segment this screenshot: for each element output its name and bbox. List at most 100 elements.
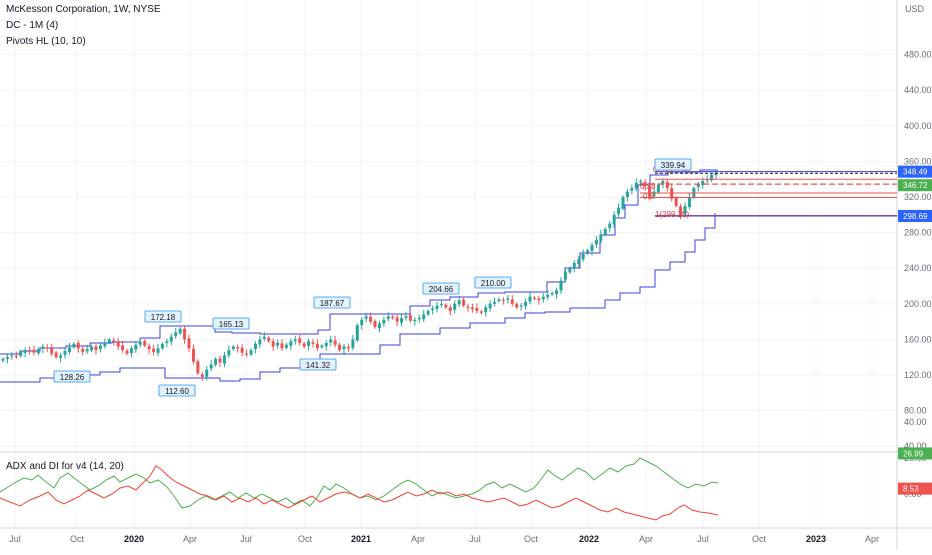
candle-body xyxy=(249,350,253,355)
candle-body xyxy=(488,303,492,309)
candle-body xyxy=(594,239,598,245)
pivot-high-box xyxy=(474,276,512,289)
candle-body xyxy=(617,207,621,215)
candle-body xyxy=(45,347,49,349)
candle-body xyxy=(612,214,616,225)
candle-body xyxy=(147,346,151,350)
candle-body xyxy=(107,339,111,343)
candle-body xyxy=(191,348,195,362)
candle-body xyxy=(214,358,218,365)
channel-upper-line xyxy=(0,169,718,355)
pivot-high-box xyxy=(422,282,460,295)
candle-body xyxy=(276,342,280,346)
pivots-legend[interactable]: Pivots HL (10, 10) xyxy=(6,36,86,47)
candle-body xyxy=(138,342,142,345)
candle-body xyxy=(364,316,368,319)
time-tick-label: 2021 xyxy=(351,534,371,544)
pivot-high-label: 210.00 xyxy=(481,279,506,288)
pivot-low-box xyxy=(53,370,91,383)
candle-body xyxy=(470,307,474,310)
pivot-high-label: 187.67 xyxy=(320,299,345,308)
candle-body xyxy=(351,339,355,348)
adx-tag: 26.99 xyxy=(903,449,924,458)
price-tag-last: 346.72 xyxy=(903,181,928,190)
candle-body xyxy=(134,344,138,350)
candle-body xyxy=(475,308,479,311)
pivot-high-box xyxy=(144,310,182,323)
axes: USD 480.00 440.00 400.00 360.00 320.00 280.00 2… xyxy=(9,4,932,544)
candle-body xyxy=(408,315,412,321)
pivot-low-box xyxy=(158,384,196,397)
adx-pane xyxy=(0,457,719,521)
candle-body xyxy=(329,339,333,343)
candle-body xyxy=(262,336,266,339)
candle-body xyxy=(555,290,559,295)
candle-body xyxy=(621,197,625,209)
pivot-high-label: 339.94 xyxy=(661,161,686,170)
candlesticks xyxy=(1,170,718,382)
candle-body xyxy=(346,347,350,349)
candle-body xyxy=(63,350,67,355)
candle-body xyxy=(462,299,466,306)
candle-body xyxy=(369,316,373,322)
candle-body xyxy=(435,305,439,309)
candle-body xyxy=(324,342,328,347)
candle-body xyxy=(236,347,240,349)
pivot-high-label: 204.66 xyxy=(429,285,454,294)
time-tick-label: Apr xyxy=(639,534,653,544)
candle-body xyxy=(200,374,204,377)
candle-body xyxy=(5,357,9,359)
candle-body xyxy=(537,298,541,301)
candle-body xyxy=(85,349,89,352)
candle-body xyxy=(112,340,116,342)
candle-body xyxy=(178,328,182,334)
candle-body xyxy=(209,364,213,369)
candle-body xyxy=(72,343,76,348)
candle-body xyxy=(546,294,550,298)
candle-body xyxy=(431,308,435,310)
candle-body xyxy=(625,191,629,197)
candle-body xyxy=(630,188,634,191)
candle-body xyxy=(205,369,209,377)
candle-body xyxy=(439,303,443,306)
adx-legend[interactable]: ADX and DI for v4 (14, 20) xyxy=(6,461,124,472)
symbol-legend[interactable]: McKesson Corporation, 1W, NYSE xyxy=(6,4,161,15)
candle-body xyxy=(253,343,257,350)
price-tick-label: 320.00 xyxy=(904,192,932,202)
candle-body xyxy=(307,341,311,346)
candle-body xyxy=(603,229,607,235)
channel-lower-line xyxy=(0,213,716,383)
time-tick-label: Oct xyxy=(524,534,539,544)
fib-label-50: 0.5 xyxy=(643,192,655,201)
candle-body xyxy=(590,245,594,251)
candle-body xyxy=(187,338,191,349)
candle-body xyxy=(1,358,5,361)
candle-body xyxy=(90,346,94,351)
pivot-high-box xyxy=(654,158,692,171)
candle-body xyxy=(156,348,160,353)
candle-body xyxy=(342,346,346,350)
candle-body xyxy=(400,318,404,323)
candle-body xyxy=(125,350,129,354)
time-tick-label: Apr xyxy=(183,534,197,544)
pivot-high-label: 172.18 xyxy=(151,313,176,322)
price-tick-label: 160.00 xyxy=(904,334,932,344)
dc-legend[interactable]: DC - 1M (4) xyxy=(6,20,59,31)
price-tick-label: 200.00 xyxy=(904,299,932,309)
candle-body xyxy=(222,355,226,364)
price-tick-label: 360.00 xyxy=(904,156,932,166)
pivot-low-label: 112.60 xyxy=(165,387,189,396)
time-tick-label: Apr xyxy=(865,534,879,544)
candle-body xyxy=(293,339,297,342)
candle-body xyxy=(298,338,302,343)
fib-label-one: 1(299.20) xyxy=(655,210,690,219)
candle-body xyxy=(497,299,501,301)
candle-body xyxy=(528,296,532,302)
candle-body xyxy=(59,355,63,358)
candle-body xyxy=(568,268,572,273)
time-tick-label: 2022 xyxy=(579,534,599,544)
candle-body xyxy=(19,351,23,356)
price-tick-label: 80.00 xyxy=(904,406,927,416)
